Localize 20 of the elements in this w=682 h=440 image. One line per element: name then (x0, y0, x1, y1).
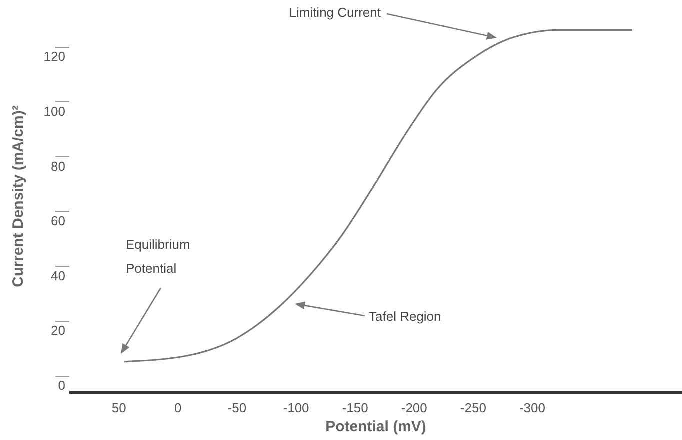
x-tick-label: -50 (228, 400, 247, 416)
x-tick-label: -250 (460, 400, 486, 416)
annotation: Tafel Region (369, 309, 442, 324)
x-tick-label: 50 (112, 400, 126, 416)
annotation: Equilibrium Potential (126, 237, 190, 276)
y-tick-label: 100 (44, 104, 66, 119)
y-axis-title: Current Density (mA/cm)² (10, 106, 27, 288)
y-tick-label: 60 (51, 214, 66, 229)
y-tick-label: 120 (44, 49, 66, 64)
x-tick-label: -150 (342, 400, 368, 416)
annotation: Limiting Current (289, 5, 382, 20)
y-tick-label: 40 (51, 268, 66, 284)
x-tick-label: -200 (401, 400, 428, 416)
y-tick-label: 0 (58, 378, 66, 394)
x-axis-title: Potential (mV) (326, 418, 426, 436)
x-tick-label: -100 (283, 400, 310, 416)
y-tick-label: 20 (51, 323, 66, 338)
x-tick-label: 0 (174, 400, 182, 416)
y-tick-label: 80 (51, 158, 66, 174)
x-tick-label: -300 (519, 400, 546, 416)
